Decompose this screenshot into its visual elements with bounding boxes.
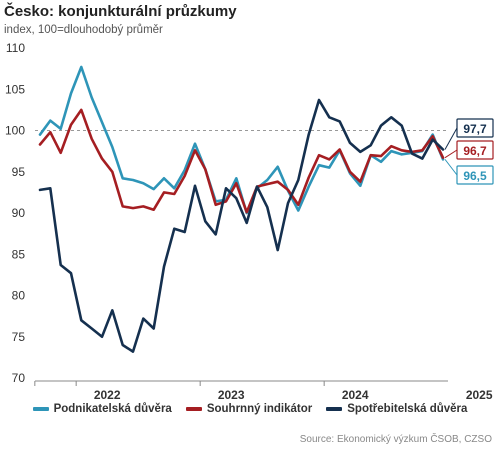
legend-swatch-podnikatelska xyxy=(32,407,49,411)
y-tick-label: 70 xyxy=(12,371,26,385)
end-label-connector xyxy=(444,159,458,176)
x-tick-label: 2025 xyxy=(466,388,493,402)
legend-label-podnikatelska: Podnikatelská důvěra xyxy=(53,403,172,415)
y-tick-label: 95 xyxy=(12,165,26,179)
souhrnny-line xyxy=(38,108,445,214)
legend-label-spotrebitelska: Spotřebitelská důvěra xyxy=(347,403,468,415)
legend-swatch-souhrnny xyxy=(185,407,202,411)
legend-item-spotrebitelska: Spotřebitelská důvěra xyxy=(326,403,467,415)
chart-subtitle: index, 100=dlouhodobý průměr xyxy=(4,24,163,36)
end-label-box xyxy=(456,165,494,185)
y-tick-label: 105 xyxy=(5,82,25,96)
end-label-podnikatelska: 96,5 xyxy=(463,169,487,183)
end-label-spotrebitelska: 97,7 xyxy=(463,122,487,136)
y-tick-label: 85 xyxy=(12,247,26,261)
chart-title: Česko: konjunkturální průzkumy xyxy=(4,3,237,20)
y-tick-label: 80 xyxy=(12,289,26,303)
end-label-box xyxy=(456,140,494,160)
legend-swatch-spotrebitelska xyxy=(326,407,343,411)
spotrebitelska-line xyxy=(38,98,445,353)
legend-item-souhrnny: Souhrnný indikátor xyxy=(185,403,313,415)
end-label-box xyxy=(456,118,494,138)
end-label-souhrnny: 96,7 xyxy=(463,144,487,158)
y-tick-label: 90 xyxy=(12,206,26,220)
y-tick-label: 100 xyxy=(5,124,25,138)
end-label-connector xyxy=(444,149,458,159)
y-tick-label: 110 xyxy=(6,41,25,55)
x-tick-label: 2023 xyxy=(218,388,245,402)
podnikatelska-line xyxy=(38,65,445,215)
legend-label-souhrnny: Souhrnný indikátor xyxy=(206,403,313,415)
x-tick-label: 2022 xyxy=(94,388,121,402)
legend-item-podnikatelska: Podnikatelská důvěra xyxy=(32,403,172,415)
x-tick-label: 2024 xyxy=(342,388,369,402)
chart-legend: Podnikatelská důvěra Souhrnný indikátor … xyxy=(0,403,500,415)
y-tick-label: 75 xyxy=(12,330,26,344)
end-label-connector xyxy=(444,127,458,150)
source-note: Source: Ekonomický výzkum ČSOB, CZSO xyxy=(299,434,492,445)
